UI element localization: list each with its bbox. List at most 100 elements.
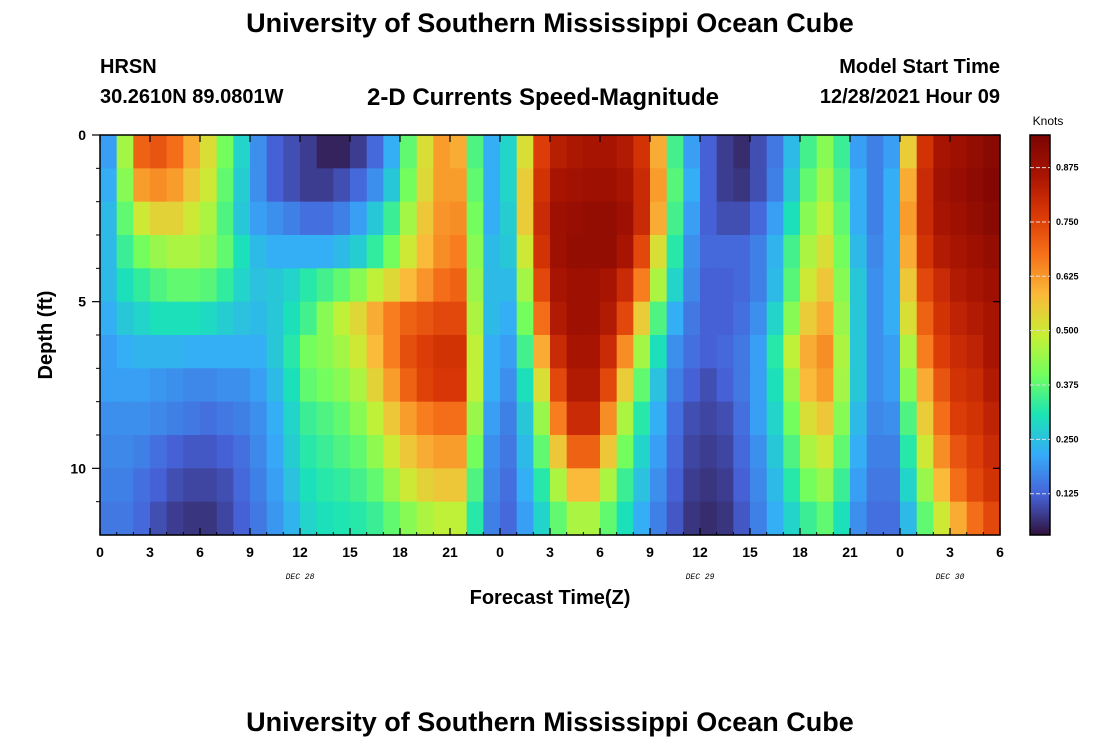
heatmap-cell <box>500 335 518 369</box>
heatmap-cell <box>333 168 351 203</box>
heatmap-cell <box>916 268 934 303</box>
heatmap-cell <box>266 135 284 169</box>
heatmap-cell <box>333 435 351 469</box>
heatmap-cell <box>800 435 818 469</box>
x-tick-label: 0 <box>496 544 504 560</box>
heatmap-cell <box>500 468 518 503</box>
heatmap-cell <box>916 435 934 469</box>
x-tick-label: 6 <box>196 544 204 560</box>
heatmap-cell <box>466 501 484 536</box>
heatmap-cell <box>100 401 118 436</box>
heatmap-cell <box>466 201 484 236</box>
heatmap-cell <box>550 401 568 436</box>
heatmap-cell <box>633 335 651 369</box>
heatmap-cell <box>500 301 518 336</box>
heatmap-cell <box>816 335 834 369</box>
heatmap-cell <box>550 468 568 503</box>
heatmap-cell <box>200 168 218 203</box>
heatmap-cell <box>450 435 468 469</box>
heatmap-cell <box>466 401 484 436</box>
heatmap-cell <box>266 468 284 503</box>
heatmap-cell <box>700 501 718 536</box>
heatmap-cell <box>966 435 984 469</box>
heatmap-cell <box>333 268 351 303</box>
heatmap-cell <box>966 268 984 303</box>
heatmap-cell <box>900 268 918 303</box>
heatmap-cell <box>133 468 151 503</box>
heatmap-cell <box>216 501 234 536</box>
heatmap-cell <box>733 501 751 536</box>
heatmap-cell <box>516 235 534 269</box>
heatmap-cell <box>983 368 1001 403</box>
heatmap-cell <box>750 168 768 203</box>
heatmap-cell <box>383 201 401 236</box>
heatmap-cell <box>233 201 251 236</box>
heatmap-cell <box>933 301 951 336</box>
heatmap-cell <box>850 201 868 236</box>
heatmap-cell <box>433 468 451 503</box>
heatmap-cell <box>466 301 484 336</box>
heatmap-cell <box>233 168 251 203</box>
heatmap-cell <box>233 468 251 503</box>
heatmap-cell <box>433 501 451 536</box>
heatmap-cell <box>200 335 218 369</box>
heatmap-cell <box>216 301 234 336</box>
heatmap-cell <box>833 235 851 269</box>
x-tick-label: 21 <box>842 544 858 560</box>
heatmap-cell <box>850 435 868 469</box>
heatmap-cell <box>400 335 418 369</box>
heatmap-cell <box>683 401 701 436</box>
heatmap-cell <box>666 335 684 369</box>
heatmap-cell <box>650 301 668 336</box>
heatmap-cell <box>866 235 884 269</box>
heatmap-cell <box>966 401 984 436</box>
heatmap-cell <box>900 235 918 269</box>
heatmap-cell <box>516 368 534 403</box>
heatmap-cell <box>133 268 151 303</box>
heatmap-cell <box>766 435 784 469</box>
heatmap-cell <box>766 135 784 169</box>
heatmap-cell <box>300 468 318 503</box>
heatmap-cell <box>950 235 968 269</box>
heatmap-cell <box>716 401 734 436</box>
heatmap-cell <box>700 168 718 203</box>
colorbar-tick-label: 0.875 <box>1056 163 1079 173</box>
heatmap-cell <box>316 201 334 236</box>
x-tick-label: 12 <box>292 544 308 560</box>
heatmap-cell <box>783 501 801 536</box>
heatmap-cell <box>250 201 268 236</box>
heatmap-cell <box>616 301 634 336</box>
heatmap-cell <box>300 368 318 403</box>
heatmap-cell <box>550 435 568 469</box>
heatmap-cell <box>100 468 118 503</box>
heatmap-cell <box>633 235 651 269</box>
heatmap-cell <box>300 268 318 303</box>
heatmap-cell <box>883 401 901 436</box>
heatmap-cell <box>933 335 951 369</box>
heatmap-cell <box>750 468 768 503</box>
heatmap-cell <box>216 268 234 303</box>
heatmap-cell <box>283 201 301 236</box>
heatmap-cell <box>533 501 551 536</box>
heatmap-cell <box>850 235 868 269</box>
heatmap-cell <box>350 235 368 269</box>
chart-subtitle: 2-D Currents Speed-Magnitude <box>367 84 720 111</box>
heatmap-cell <box>733 335 751 369</box>
heatmap-cell <box>133 201 151 236</box>
heatmap-cell <box>550 368 568 403</box>
heatmap-cell <box>800 135 818 169</box>
heatmap-cell <box>750 135 768 169</box>
heatmap-cell <box>483 301 501 336</box>
heatmap-cell <box>283 501 301 536</box>
heatmap-cell <box>800 168 818 203</box>
heatmap-cell <box>483 235 501 269</box>
heatmap-cell <box>350 168 368 203</box>
heatmap-cell <box>383 335 401 369</box>
colorbar-tick-label: 0.625 <box>1056 271 1079 281</box>
heatmap-cell <box>866 301 884 336</box>
x-tick-label: 6 <box>596 544 604 560</box>
heatmap-cell <box>200 301 218 336</box>
heatmap-cell <box>200 401 218 436</box>
heatmap-cell <box>683 435 701 469</box>
heatmap-cell <box>566 335 584 369</box>
